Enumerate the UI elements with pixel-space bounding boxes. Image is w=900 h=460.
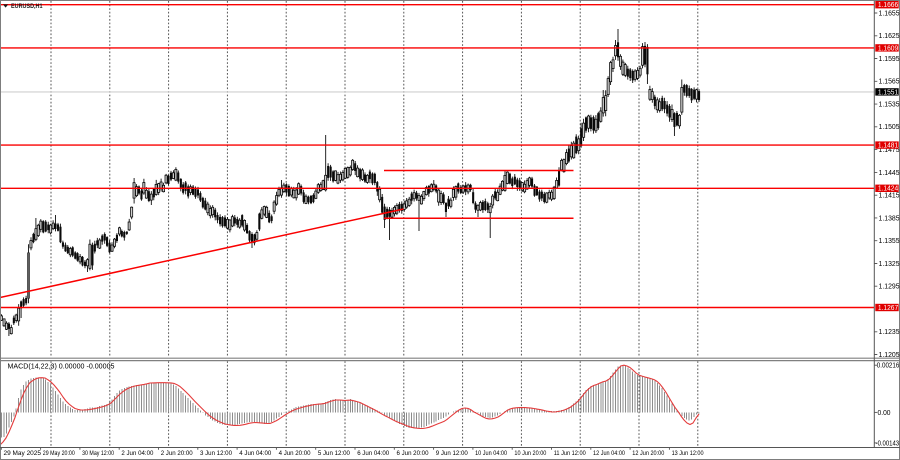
svg-text:10 Jun 20:00: 10 Jun 20:00 <box>514 450 546 457</box>
svg-text:1.1535: 1.1535 <box>879 102 900 109</box>
svg-text:29 May 20:00: 29 May 20:00 <box>43 450 75 457</box>
svg-text:3 Jun 12:00: 3 Jun 12:00 <box>200 450 232 457</box>
svg-text:30 May 12:00: 30 May 12:00 <box>82 450 114 457</box>
svg-text:2 Jun 04:00: 2 Jun 04:00 <box>121 450 153 457</box>
svg-text:9 Jun 12:00: 9 Jun 12:00 <box>436 450 468 457</box>
svg-text:0.00: 0.00 <box>878 410 891 417</box>
svg-text:1.1235: 1.1235 <box>879 329 900 336</box>
svg-text:12 Jun 20:00: 12 Jun 20:00 <box>632 450 664 457</box>
svg-text:1.1424: 1.1424 <box>878 186 898 193</box>
svg-text:1.1355: 1.1355 <box>879 238 900 245</box>
svg-text:1.1609: 1.1609 <box>878 45 898 52</box>
svg-text:1.1551: 1.1551 <box>878 89 898 96</box>
svg-text:-0.00143: -0.00143 <box>876 440 900 447</box>
svg-text:4 Jun 20:00: 4 Jun 20:00 <box>279 450 311 457</box>
svg-text:1.1445: 1.1445 <box>879 170 900 177</box>
svg-text:1.1625: 1.1625 <box>879 33 900 40</box>
svg-text:29 May 2025: 29 May 2025 <box>4 450 42 457</box>
svg-text:10 Jun 04:00: 10 Jun 04:00 <box>475 450 507 457</box>
svg-text:0.00216: 0.00216 <box>877 363 900 370</box>
svg-text:1.1267: 1.1267 <box>878 305 898 312</box>
svg-text:2 Jun 20:00: 2 Jun 20:00 <box>161 450 193 457</box>
svg-text:1.1475: 1.1475 <box>879 147 900 154</box>
svg-text:1.1205: 1.1205 <box>879 352 900 359</box>
svg-text:6 Jun 04:00: 6 Jun 04:00 <box>357 450 389 457</box>
svg-text:1.1385: 1.1385 <box>879 215 900 222</box>
svg-text:MACD(14,22,3) 0.00000 -0.00005: MACD(14,22,3) 0.00000 -0.00005 <box>8 363 115 370</box>
svg-text:11 Jun 12:00: 11 Jun 12:00 <box>554 450 586 457</box>
svg-text:6 Jun 20:00: 6 Jun 20:00 <box>397 450 429 457</box>
svg-text:1.1295: 1.1295 <box>879 284 900 291</box>
svg-text:1.1505: 1.1505 <box>879 124 900 131</box>
svg-text:1.1655: 1.1655 <box>879 10 900 17</box>
svg-text:4 Jun 04:00: 4 Jun 04:00 <box>239 450 271 457</box>
svg-text:1.1415: 1.1415 <box>879 193 900 200</box>
svg-text:1.1325: 1.1325 <box>879 261 900 268</box>
svg-text:EURUSD,H1: EURUSD,H1 <box>11 3 43 10</box>
svg-text:1.1666: 1.1666 <box>878 2 898 9</box>
svg-text:1.1595: 1.1595 <box>879 56 900 63</box>
svg-text:5 Jun 12:00: 5 Jun 12:00 <box>318 450 350 457</box>
svg-text:1.1565: 1.1565 <box>879 79 900 86</box>
svg-text:13 Jun 12:00: 13 Jun 12:00 <box>672 450 704 457</box>
svg-text:12 Jun 04:00: 12 Jun 04:00 <box>593 450 625 457</box>
svg-text:1.1481: 1.1481 <box>878 143 898 150</box>
